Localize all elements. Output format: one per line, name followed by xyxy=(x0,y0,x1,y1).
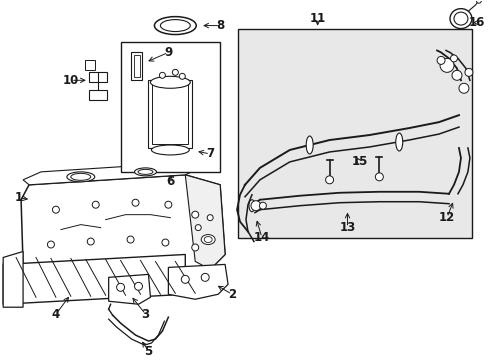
Bar xyxy=(152,84,188,144)
Circle shape xyxy=(47,241,54,248)
Circle shape xyxy=(181,275,189,283)
Circle shape xyxy=(162,239,168,246)
Circle shape xyxy=(191,211,198,218)
Ellipse shape xyxy=(134,168,156,176)
Ellipse shape xyxy=(67,172,95,182)
Bar xyxy=(238,28,471,238)
Text: 6: 6 xyxy=(166,175,174,188)
Ellipse shape xyxy=(71,174,91,180)
Circle shape xyxy=(475,0,480,3)
Ellipse shape xyxy=(204,237,212,243)
Circle shape xyxy=(179,73,185,79)
Ellipse shape xyxy=(449,9,471,28)
Ellipse shape xyxy=(150,76,190,88)
Bar xyxy=(133,55,139,77)
Polygon shape xyxy=(185,175,224,269)
Circle shape xyxy=(449,55,457,62)
Circle shape xyxy=(159,72,165,78)
Text: 9: 9 xyxy=(164,46,172,59)
Polygon shape xyxy=(168,265,227,299)
Text: 15: 15 xyxy=(350,156,367,168)
Circle shape xyxy=(451,70,461,80)
Ellipse shape xyxy=(305,136,312,154)
Circle shape xyxy=(92,201,99,208)
Circle shape xyxy=(191,244,198,251)
Circle shape xyxy=(458,83,468,93)
Text: 7: 7 xyxy=(205,148,214,161)
Ellipse shape xyxy=(154,17,196,35)
Bar xyxy=(88,90,106,100)
Polygon shape xyxy=(108,274,150,304)
Polygon shape xyxy=(21,175,224,277)
Text: 8: 8 xyxy=(216,19,224,32)
Ellipse shape xyxy=(395,133,402,151)
Polygon shape xyxy=(3,255,185,304)
Text: 5: 5 xyxy=(144,345,152,357)
Circle shape xyxy=(172,69,178,75)
Text: 2: 2 xyxy=(227,288,236,301)
Text: 3: 3 xyxy=(141,308,149,321)
Text: 13: 13 xyxy=(339,221,355,234)
Circle shape xyxy=(52,206,59,213)
Text: 12: 12 xyxy=(438,211,454,224)
Circle shape xyxy=(134,282,142,290)
Polygon shape xyxy=(23,162,200,185)
Bar xyxy=(121,42,220,172)
Text: 16: 16 xyxy=(468,16,484,29)
Circle shape xyxy=(127,236,134,243)
Circle shape xyxy=(436,57,444,64)
Ellipse shape xyxy=(160,19,190,32)
Bar xyxy=(88,72,106,82)
Bar xyxy=(84,60,95,70)
Circle shape xyxy=(464,68,472,76)
Ellipse shape xyxy=(151,145,189,155)
Ellipse shape xyxy=(453,12,467,25)
Circle shape xyxy=(207,215,213,221)
Circle shape xyxy=(201,273,209,282)
Text: 14: 14 xyxy=(253,231,269,244)
Ellipse shape xyxy=(248,200,254,212)
Bar xyxy=(130,53,142,80)
Polygon shape xyxy=(3,252,23,307)
Text: 4: 4 xyxy=(52,308,60,321)
Circle shape xyxy=(116,283,124,291)
Ellipse shape xyxy=(201,235,215,244)
Bar xyxy=(148,80,192,148)
Text: 10: 10 xyxy=(62,74,79,87)
Circle shape xyxy=(164,201,171,208)
Circle shape xyxy=(259,202,266,209)
Circle shape xyxy=(132,199,139,206)
Text: 1: 1 xyxy=(15,191,23,204)
Circle shape xyxy=(325,176,333,184)
Circle shape xyxy=(439,58,453,72)
Circle shape xyxy=(87,238,94,245)
Text: 11: 11 xyxy=(309,12,325,25)
Circle shape xyxy=(195,225,201,231)
Circle shape xyxy=(375,173,383,181)
Ellipse shape xyxy=(138,170,153,174)
Circle shape xyxy=(250,201,261,211)
